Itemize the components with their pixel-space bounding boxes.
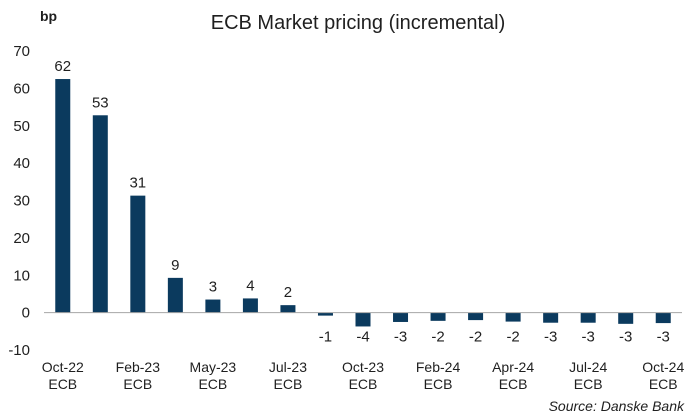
bar xyxy=(280,305,296,313)
x-tick-label-sub: ECB xyxy=(48,376,77,392)
bar xyxy=(580,312,596,323)
x-tick-label-sub: ECB xyxy=(274,376,303,392)
y-tick-label: 30 xyxy=(13,193,30,210)
x-tick-label: Oct-22 xyxy=(42,359,84,375)
chart-title: ECB Market pricing (incremental) xyxy=(211,12,506,34)
bar xyxy=(393,312,409,322)
y-tick-label: 60 xyxy=(13,80,30,97)
x-tick-label-sub: ECB xyxy=(424,376,453,392)
data-label: 53 xyxy=(92,94,109,111)
y-axis-unit-label: bp xyxy=(40,8,57,24)
data-label: -3 xyxy=(619,329,632,346)
data-label: -3 xyxy=(394,329,407,346)
x-tick-label-sub: ECB xyxy=(349,376,378,392)
x-tick-label-sub: ECB xyxy=(649,376,678,392)
x-axis-ticks: Oct-22ECBFeb-23ECBMay-23ECBJul-23ECBOct-… xyxy=(42,359,685,392)
source-note: Source: Danske Bank xyxy=(549,398,685,414)
data-label: -2 xyxy=(506,329,519,346)
x-tick-label: Feb-23 xyxy=(116,359,161,375)
y-tick-label: 40 xyxy=(13,155,30,172)
x-tick-label: May-23 xyxy=(190,359,237,375)
bar xyxy=(242,298,258,313)
data-label: -2 xyxy=(469,329,482,346)
x-tick-label-sub: ECB xyxy=(574,376,603,392)
data-label: 62 xyxy=(54,58,71,75)
data-label: -3 xyxy=(657,329,670,346)
data-label: -3 xyxy=(544,329,557,346)
data-label: 31 xyxy=(129,175,146,192)
x-tick-label-sub: ECB xyxy=(123,376,152,392)
data-label: 2 xyxy=(284,284,292,301)
x-tick-label: Feb-24 xyxy=(416,359,461,375)
bar xyxy=(430,312,446,321)
data-label: -1 xyxy=(319,329,332,346)
y-tick-label: 0 xyxy=(22,305,30,322)
y-tick-label: 10 xyxy=(13,267,30,284)
y-tick-label: 70 xyxy=(13,43,30,60)
bar xyxy=(205,299,221,313)
bar xyxy=(355,312,371,327)
x-tick-label-sub: ECB xyxy=(198,376,227,392)
x-tick-label: Oct-24 xyxy=(642,359,684,375)
data-label: -3 xyxy=(582,329,595,346)
bar xyxy=(130,195,146,313)
bar xyxy=(618,312,634,324)
bar xyxy=(167,277,183,313)
x-tick-label: Jul-24 xyxy=(569,359,607,375)
bar xyxy=(655,312,671,324)
bar xyxy=(543,312,559,323)
bar xyxy=(505,312,521,322)
y-tick-label: 20 xyxy=(13,230,30,247)
bar xyxy=(55,79,71,313)
data-label: 4 xyxy=(246,277,254,294)
data-label: -4 xyxy=(356,329,369,346)
y-tick-label: 50 xyxy=(13,118,30,135)
y-tick-label: -10 xyxy=(8,342,30,359)
bar xyxy=(317,312,333,316)
bar xyxy=(468,312,484,321)
data-labels-group: 62 53 31 9 3 4 2 -1 -4 -3 -2 -2 -2 -3 -3 -3 -3 xyxy=(54,58,669,346)
bar xyxy=(92,115,108,313)
data-label: 9 xyxy=(171,257,179,274)
data-label: 3 xyxy=(209,279,217,296)
x-tick-label-sub: ECB xyxy=(499,376,528,392)
data-label: -2 xyxy=(431,329,444,346)
x-tick-label: Apr-24 xyxy=(492,359,534,375)
x-tick-label: Oct-23 xyxy=(342,359,384,375)
y-axis-ticks: -10 0 10 20 30 40 50 60 70 xyxy=(8,43,30,359)
x-tick-label: Jul-23 xyxy=(269,359,307,375)
bars-group xyxy=(55,79,671,327)
